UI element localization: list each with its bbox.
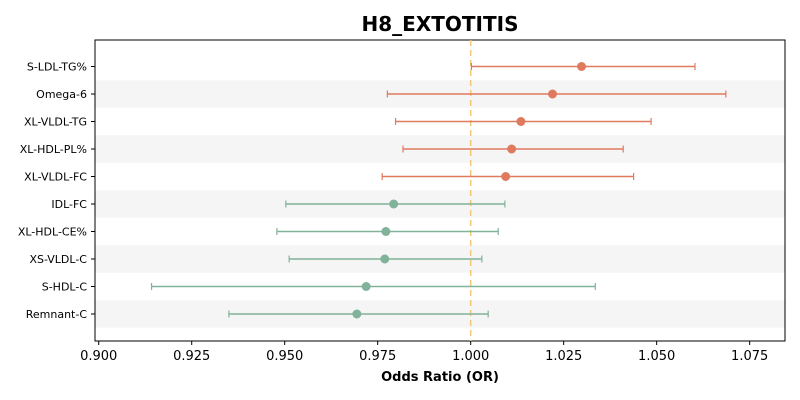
x-tick-label: 0.925 [173,349,210,364]
y-tick-label: XL-VLDL-FC [24,171,87,184]
odds-ratio-point [352,309,362,319]
odds-ratio-point [361,282,371,291]
forest-row: XL-HDL-CE% [18,226,499,239]
forest-row: XL-VLDL-TG [24,116,652,129]
odds-ratio-point [507,144,517,154]
x-tick-label: 0.900 [80,349,117,364]
odds-ratio-point [577,62,587,71]
y-tick-label: Remnant-C [26,308,88,321]
x-tick-label: 0.975 [359,349,396,364]
x-tick-label: 1.050 [638,349,675,364]
x-axis-label: Odds Ratio (OR) [381,370,499,385]
odds-ratio-point [389,199,399,209]
plot-frame [94,39,786,342]
forest-row: S-LDL-TG% [27,61,696,74]
forest-row: Remnant-C [26,308,489,321]
x-tick-label: 1.000 [452,349,489,364]
rows: S-LDL-TG% Omega-6 XL-VLDL-TG XL-HDL-PL% XL-V… [18,61,727,321]
y-tick-label: Omega-6 [36,88,87,101]
odds-ratio-point [516,117,526,126]
y-tick-label: IDL-FC [51,198,87,211]
x-tick-label: 1.075 [731,349,768,364]
odds-ratio-point [501,172,511,181]
x-tick-label: 1.025 [545,349,582,364]
forest-row: XS-VLDL-C [29,253,483,266]
x-tick-label: 0.950 [266,349,303,364]
odds-ratio-point [548,89,558,99]
y-tick-label: XL-HDL-CE% [18,226,87,239]
y-tick-label: XL-HDL-PL% [20,143,87,156]
x-axis: 0.900 0.925 0.950 0.975 1.000 1.025 1.050 1.075 [80,341,768,364]
y-tick-label: S-LDL-TG% [27,61,87,74]
odds-ratio-point [381,227,391,236]
y-tick-label: S-HDL-C [42,281,88,294]
forest-row: Omega-6 [36,88,727,101]
chart-title: H8_EXTOTITIS [362,12,519,36]
odds-ratio-point [380,254,390,264]
forest-row: XL-VLDL-FC [24,171,635,184]
y-tick-label: XL-VLDL-TG [24,116,87,129]
forest-row: XL-HDL-PL% [20,143,624,156]
forest-row: IDL-FC [51,198,506,211]
forest-row: S-HDL-C [42,281,596,294]
y-tick-label: XS-VLDL-C [29,253,87,266]
